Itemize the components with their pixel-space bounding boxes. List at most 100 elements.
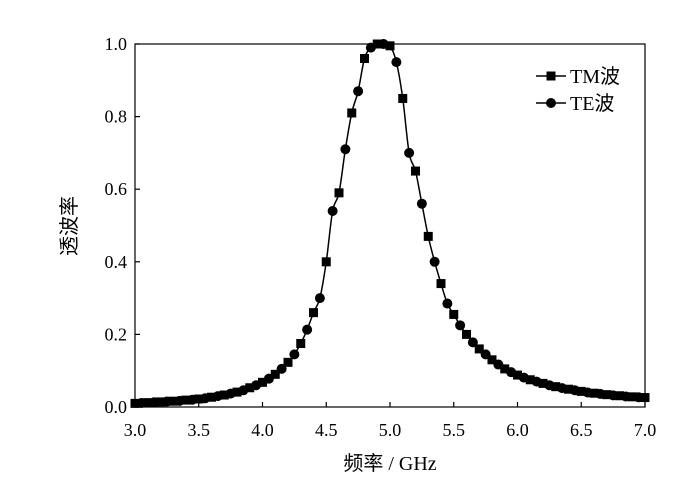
te-data-point xyxy=(187,394,198,405)
tm-data-point xyxy=(309,308,318,318)
x-tick-label: 5.0 xyxy=(379,420,402,440)
x-axis-label: 频率 / GHz xyxy=(343,452,436,475)
tm-data-point xyxy=(219,390,229,400)
tm-data-point xyxy=(462,329,471,339)
x-tick-label: 3.5 xyxy=(188,420,211,440)
te-data-point xyxy=(340,144,351,155)
te-data-point xyxy=(455,320,466,331)
tm-data-point xyxy=(347,108,357,118)
y-tick-label: 0.4 xyxy=(105,252,128,272)
tm-data-point xyxy=(615,391,624,401)
te-data-point xyxy=(302,324,313,335)
te-data-point xyxy=(276,363,287,374)
te-data-point xyxy=(212,391,223,402)
tm-data-point xyxy=(270,369,280,379)
legend-marker-te xyxy=(546,98,556,108)
tm-data-point xyxy=(283,357,293,367)
te-data-point xyxy=(365,42,376,53)
x-tick-label: 4.5 xyxy=(315,420,338,440)
te-data-point xyxy=(467,337,478,348)
x-tick-label: 3.0 xyxy=(124,420,147,440)
tm-data-point xyxy=(474,344,484,354)
te-data-point xyxy=(238,385,249,396)
tm-data-point xyxy=(372,39,382,49)
te-data-point xyxy=(633,392,644,403)
te-data-point xyxy=(480,349,491,360)
te-data-point xyxy=(314,293,325,304)
x-tick-label: 7.0 xyxy=(634,420,657,440)
te-data-point xyxy=(327,205,338,216)
tm-data-point xyxy=(168,396,178,406)
tm-data-point xyxy=(245,383,255,393)
tm-data-point xyxy=(423,231,433,241)
te-data-point xyxy=(544,380,555,391)
x-tick-label: 6.0 xyxy=(506,420,529,440)
te-data-point xyxy=(429,256,440,267)
tm-data-point xyxy=(551,382,561,392)
y-tick-label: 0.0 xyxy=(105,397,128,417)
te-data-point xyxy=(378,39,389,49)
tm-data-point xyxy=(385,41,395,51)
tm-data-point xyxy=(232,387,242,397)
te-data-point xyxy=(251,380,262,391)
te-data-point xyxy=(493,359,504,370)
tm-data-point xyxy=(321,257,331,267)
x-tick-label: 5.5 xyxy=(443,420,466,440)
te-data-point xyxy=(595,388,606,399)
x-tick-label: 4.0 xyxy=(251,420,274,440)
te-data-point xyxy=(161,396,172,407)
tm-data-point xyxy=(194,394,204,404)
tm-data-point xyxy=(130,398,140,408)
tm-data-point xyxy=(627,392,637,402)
series-line xyxy=(134,42,646,405)
te-data-point xyxy=(582,387,593,398)
y-tick-label: 1.0 xyxy=(105,34,128,54)
series-layer xyxy=(130,39,650,409)
y-tick-label: 0.6 xyxy=(105,179,128,199)
tm-data-point xyxy=(487,355,497,365)
te-data-point xyxy=(531,376,542,387)
te-data-point xyxy=(391,57,402,68)
plot-frame xyxy=(134,43,646,408)
y-axis-ticks: 0.0 0.2 0.4 0.6 0.8 1.0 xyxy=(105,34,140,417)
legend-label-te: TE波 xyxy=(570,92,614,115)
x-axis-ticks: 3.0 3.5 4.0 4.5 5.0 5.5 6.0 6.5 7.0 xyxy=(124,402,657,440)
te-data-point xyxy=(289,349,300,360)
tm-data-point xyxy=(411,166,420,176)
te-data-point xyxy=(569,385,580,396)
x-tick-label: 6.5 xyxy=(570,420,593,440)
tm-data-point xyxy=(513,370,522,380)
te-data-point xyxy=(353,86,364,97)
tm-data-point xyxy=(589,388,599,398)
tm-data-point xyxy=(576,386,586,396)
te-data-point xyxy=(404,147,415,158)
tm-data-point xyxy=(156,397,165,407)
tm-data-point xyxy=(296,338,306,348)
legend: TM波 TE波 xyxy=(536,65,620,115)
legend-label-tm: TM波 xyxy=(570,65,620,88)
te-data-point xyxy=(557,383,568,394)
tm-data-point xyxy=(449,309,459,319)
y-axis-label: 透波率 xyxy=(58,196,81,256)
te-data-point xyxy=(225,388,236,399)
tm-data-point xyxy=(398,93,408,103)
te-data-point xyxy=(506,367,517,378)
tm-data-point xyxy=(525,375,535,385)
tm-data-point xyxy=(436,279,446,289)
tm-data-point xyxy=(334,188,344,198)
tm-data-point xyxy=(181,395,191,405)
y-tick-label: 0.2 xyxy=(105,324,128,344)
tm-data-point xyxy=(602,390,612,400)
legend-marker-tm xyxy=(546,71,556,81)
tm-data-point xyxy=(258,377,267,387)
te-data-point xyxy=(442,298,453,309)
te-data-point xyxy=(518,372,529,383)
tm-data-point xyxy=(564,384,573,394)
te-data-point xyxy=(263,373,274,384)
te-data-point xyxy=(416,198,427,209)
te-data-point xyxy=(136,398,147,409)
tm-data-point xyxy=(360,54,369,64)
te-data-point xyxy=(149,397,160,408)
y-tick-label: 0.8 xyxy=(105,107,128,127)
